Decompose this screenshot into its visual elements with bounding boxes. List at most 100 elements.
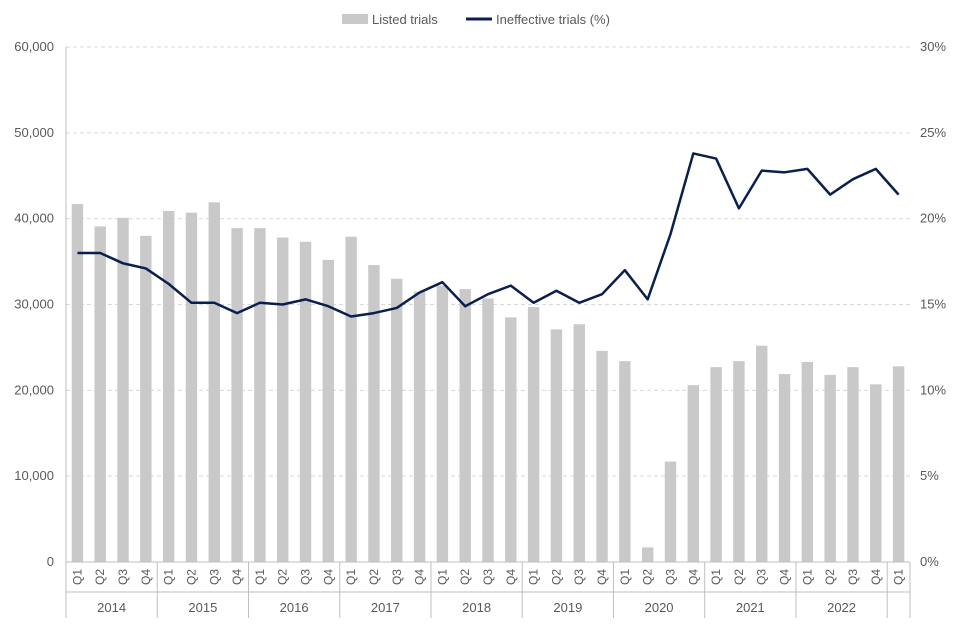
legend-swatch-listed-trials bbox=[342, 14, 368, 24]
bar bbox=[254, 228, 266, 562]
bar bbox=[733, 361, 745, 562]
bar bbox=[756, 345, 768, 562]
x-tick-label: Q2 bbox=[549, 569, 563, 585]
x-year-label: 2017 bbox=[371, 600, 400, 615]
x-tick-label: Q1 bbox=[253, 569, 267, 585]
bar bbox=[459, 289, 471, 562]
legend-label-listed-trials: Listed trials bbox=[372, 12, 438, 27]
x-year-label: 2015 bbox=[188, 600, 217, 615]
y-right-tick-label: 0% bbox=[920, 554, 939, 569]
bar bbox=[778, 374, 791, 562]
bar bbox=[505, 317, 517, 562]
x-tick-label: Q4 bbox=[595, 569, 609, 585]
x-tick-label: Q3 bbox=[299, 569, 313, 585]
y-right-tick-label: 25% bbox=[920, 125, 946, 140]
x-tick-label: Q1 bbox=[527, 569, 541, 585]
x-tick-label: Q3 bbox=[663, 569, 677, 585]
y-right-tick-label: 15% bbox=[920, 297, 946, 312]
y-left-tick-label: 60,000 bbox=[14, 39, 54, 54]
x-tick-label: Q3 bbox=[207, 569, 221, 585]
x-tick-label: Q2 bbox=[367, 569, 381, 585]
x-tick-label: Q3 bbox=[116, 569, 130, 585]
x-tick-label: Q1 bbox=[70, 569, 84, 585]
bar bbox=[573, 324, 585, 562]
y-right-tick-label: 5% bbox=[920, 468, 939, 483]
legend: Listed trials Ineffective trials (%) bbox=[342, 12, 610, 27]
bar bbox=[299, 241, 312, 562]
x-tick-label: Q4 bbox=[230, 569, 244, 585]
x-tick-label: Q3 bbox=[755, 569, 769, 585]
x-tick-label: Q2 bbox=[823, 569, 837, 585]
bar bbox=[208, 202, 220, 562]
x-tick-label: Q1 bbox=[618, 569, 632, 585]
bar bbox=[710, 367, 722, 562]
x-tick-label: Q3 bbox=[572, 569, 586, 585]
bar bbox=[527, 307, 540, 562]
x-tick-label: Q4 bbox=[778, 569, 792, 585]
bar bbox=[231, 228, 243, 562]
bar bbox=[664, 461, 677, 562]
bar bbox=[687, 385, 699, 562]
bar bbox=[870, 384, 882, 562]
x-tick-label: Q4 bbox=[686, 569, 700, 585]
bar bbox=[436, 285, 449, 562]
bar bbox=[892, 366, 905, 562]
y-left-tick-label: 30,000 bbox=[14, 297, 54, 312]
x-year-label: 2018 bbox=[462, 600, 491, 615]
x-tick-label: Q4 bbox=[139, 569, 153, 585]
y-left-tick-label: 20,000 bbox=[14, 382, 54, 397]
line-series-ineffective-trials bbox=[77, 152, 900, 318]
x-tick-label: Q1 bbox=[892, 569, 906, 585]
bar bbox=[71, 204, 84, 562]
bar bbox=[162, 210, 175, 563]
bar bbox=[345, 236, 357, 563]
bar bbox=[824, 374, 836, 562]
y-right-tick-label: 10% bbox=[920, 382, 946, 397]
x-tick-label: Q2 bbox=[732, 569, 746, 585]
bar bbox=[117, 217, 129, 562]
axes: 0 10,000 20,000 30,000 40,000 50,000 60,000 0% 5… bbox=[14, 39, 946, 618]
bar bbox=[413, 291, 426, 562]
x-tick-label: Q2 bbox=[184, 569, 198, 585]
x-year-label: 2022 bbox=[827, 600, 856, 615]
x-tick-label: Q4 bbox=[869, 569, 883, 585]
x-tick-label: Q3 bbox=[481, 569, 495, 585]
bar bbox=[847, 367, 859, 562]
x-year-label: 2021 bbox=[736, 600, 765, 615]
y-right-tick-label: 20% bbox=[920, 211, 946, 226]
x-tick-label: Q2 bbox=[458, 569, 472, 585]
x-tick-label: Q2 bbox=[93, 569, 107, 585]
x-tick-label: Q3 bbox=[390, 569, 404, 585]
x-tick-label: Q3 bbox=[846, 569, 860, 585]
bar-series-listed-trials bbox=[71, 202, 905, 563]
x-year-label: 2014 bbox=[97, 600, 126, 615]
series-line-ineffective-trials bbox=[77, 152, 900, 318]
x-tick-label: Q4 bbox=[321, 569, 335, 585]
x-tick-label: Q1 bbox=[800, 569, 814, 585]
x-tick-label: Q1 bbox=[435, 569, 449, 585]
legend-label-ineffective-trials: Ineffective trials (%) bbox=[496, 12, 610, 27]
bar bbox=[94, 226, 106, 562]
y-left-tick-label: 10,000 bbox=[14, 468, 54, 483]
bar bbox=[641, 547, 654, 562]
bar bbox=[277, 237, 289, 563]
x-tick-label: Q4 bbox=[504, 569, 518, 585]
bar bbox=[619, 361, 631, 562]
x-tick-label: Q1 bbox=[709, 569, 723, 585]
y-right-tick-label: 30% bbox=[920, 39, 946, 54]
x-tick-label: Q4 bbox=[413, 569, 427, 585]
x-tick-label: Q1 bbox=[344, 569, 358, 585]
y-left-tick-label: 0 bbox=[47, 554, 54, 569]
y-left-tick-label: 40,000 bbox=[14, 211, 54, 226]
x-year-label: 2019 bbox=[553, 600, 582, 615]
bar bbox=[596, 350, 608, 562]
bar bbox=[368, 265, 380, 562]
bar bbox=[482, 298, 494, 562]
bar bbox=[391, 278, 403, 562]
x-tick-label: Q2 bbox=[276, 569, 290, 585]
y-left-tick-label: 50,000 bbox=[14, 125, 54, 140]
bar bbox=[801, 362, 814, 562]
bar bbox=[322, 259, 335, 562]
bar bbox=[140, 235, 152, 563]
